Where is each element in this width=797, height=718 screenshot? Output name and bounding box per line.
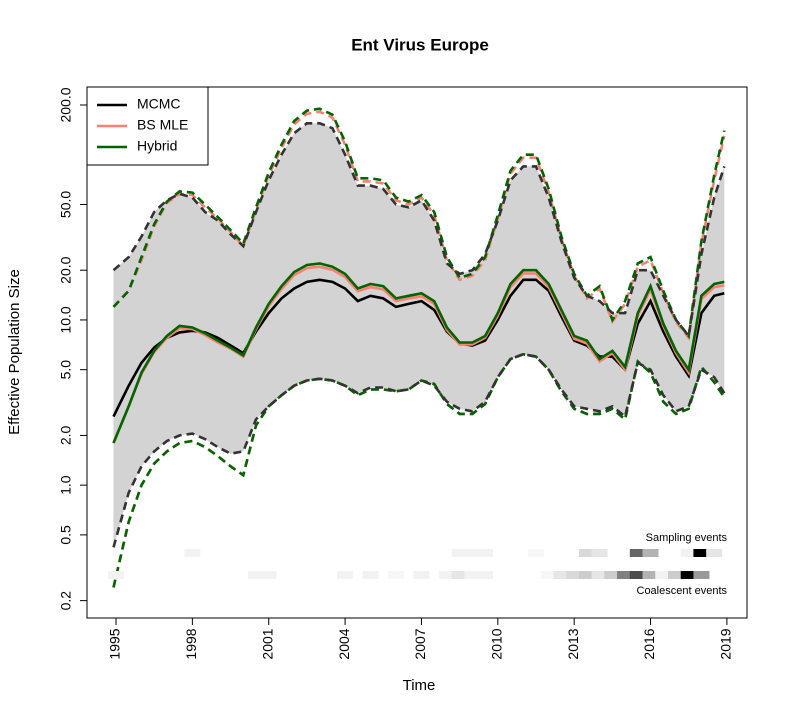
event-cell <box>655 571 672 579</box>
event-cell <box>604 571 621 579</box>
chart-title: Ent Virus Europe <box>351 35 489 54</box>
event-cell <box>566 571 583 579</box>
event-cell <box>527 549 544 557</box>
x-tick-label: 2019 <box>718 628 734 659</box>
x-axis-label: Time <box>403 677 436 694</box>
y-tick-label: 1.0 <box>58 475 74 495</box>
y-tick-label: 20.0 <box>58 256 74 283</box>
event-cell <box>629 549 646 557</box>
event-cell <box>108 571 125 579</box>
event-cell <box>578 571 595 579</box>
x-tick-label: 2010 <box>489 628 505 659</box>
y-axis-label: Effective Population Size <box>6 269 23 435</box>
ci-bound-line <box>112 110 726 341</box>
x-tick-label: 2007 <box>412 628 428 659</box>
event-cell <box>693 571 710 579</box>
median-line <box>112 262 725 444</box>
x-tick-label: 1998 <box>183 628 199 659</box>
x-tick-label: 1995 <box>107 628 123 659</box>
x-tick-label: 2004 <box>336 628 352 659</box>
legend-label: BS MLE <box>137 117 188 133</box>
event-cell <box>388 571 405 579</box>
event-cell <box>680 549 697 557</box>
ci-bound-line <box>112 107 726 340</box>
event-cell <box>540 571 557 579</box>
event-cell <box>706 549 723 557</box>
y-tick-label: 0.5 <box>58 525 74 545</box>
event-cell <box>591 571 608 579</box>
event-cell <box>260 571 277 579</box>
event-cell <box>438 571 455 579</box>
event-cell <box>451 571 468 579</box>
event-cell <box>337 571 354 579</box>
median-line <box>112 265 725 444</box>
event-cell <box>591 549 608 557</box>
y-tick-label: 200.0 <box>58 87 74 122</box>
event-cell <box>184 549 201 557</box>
event-cell <box>464 571 481 579</box>
event-cell <box>642 549 659 557</box>
ci-band <box>113 123 725 548</box>
event-cell <box>477 571 494 579</box>
event-cell <box>693 549 710 557</box>
legend-label: Hybrid <box>137 138 177 154</box>
y-tick-label: 50.0 <box>58 191 74 218</box>
x-tick-label: 2001 <box>259 628 275 659</box>
event-cell <box>553 571 570 579</box>
event-cell <box>680 571 697 579</box>
y-tick-label: 5.0 <box>58 360 74 380</box>
x-tick-label: 2013 <box>565 628 581 659</box>
y-tick-label: 2.0 <box>58 425 74 445</box>
x-tick-label: 2016 <box>641 628 657 659</box>
event-cell <box>248 571 265 579</box>
ci-bound-line <box>112 352 726 588</box>
event-cell <box>578 549 595 557</box>
event-cell <box>477 549 494 557</box>
event-cell <box>667 571 684 579</box>
event-cell <box>413 571 430 579</box>
event-cell <box>617 571 634 579</box>
y-tick-label: 0.2 <box>58 591 74 611</box>
plot-frame <box>86 86 748 619</box>
y-tick-label: 10.0 <box>58 306 74 333</box>
legend-label: MCMC <box>137 96 181 112</box>
event-cell <box>451 549 468 557</box>
event-cell <box>642 571 659 579</box>
event-label: Coalescent events <box>637 585 728 597</box>
event-label: Sampling events <box>646 532 728 544</box>
event-cell <box>629 571 646 579</box>
ci-bound-line <box>112 122 726 340</box>
event-cell <box>464 549 481 557</box>
event-cell <box>362 571 379 579</box>
